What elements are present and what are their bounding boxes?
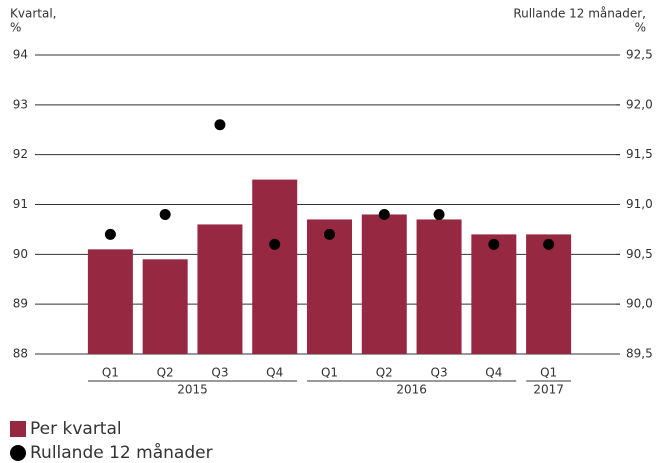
legend-label: Per kvartal bbox=[30, 419, 122, 439]
bar bbox=[471, 234, 517, 354]
dot bbox=[488, 238, 500, 250]
y-tick-label: 89 bbox=[13, 297, 28, 311]
x-tick-label: Q1 bbox=[102, 366, 119, 380]
group-label: 2016 bbox=[396, 383, 427, 397]
y2-tick-label: 90,5 bbox=[626, 247, 653, 261]
legend-swatch bbox=[10, 445, 26, 461]
y-tick-label: 93 bbox=[13, 97, 28, 111]
dot bbox=[433, 208, 445, 220]
y-tick-label: 90 bbox=[13, 247, 28, 261]
y2-tick-label: 92,0 bbox=[626, 97, 653, 111]
y-axis-label: % bbox=[10, 21, 21, 35]
x-tick-label: Q2 bbox=[376, 366, 393, 380]
y-tick-label: 91 bbox=[13, 197, 28, 211]
dot bbox=[214, 119, 226, 131]
x-tick-label: Q2 bbox=[157, 366, 174, 380]
x-tick-label: Q3 bbox=[431, 366, 448, 380]
y2-axis-label: % bbox=[635, 21, 646, 35]
x-tick-label: Q4 bbox=[485, 366, 502, 380]
y2-tick-label: 89,5 bbox=[626, 347, 653, 361]
bar bbox=[252, 179, 298, 354]
x-tick-label: Q4 bbox=[266, 366, 283, 380]
legend-swatch bbox=[10, 421, 26, 437]
y2-axis-label: Rullande 12 månader, bbox=[513, 7, 646, 21]
group-label: 2015 bbox=[177, 383, 208, 397]
y-tick-label: 94 bbox=[13, 48, 28, 62]
bar bbox=[197, 224, 243, 354]
y-axis-label: Kvartal, bbox=[10, 7, 56, 21]
bar bbox=[307, 219, 352, 354]
y2-tick-label: 92,5 bbox=[626, 48, 653, 62]
dot bbox=[159, 208, 171, 220]
x-tick-label: Q1 bbox=[321, 366, 338, 380]
group-label: 2017 bbox=[533, 383, 564, 397]
legend-label: Rullande 12 månader bbox=[30, 442, 213, 463]
bar bbox=[142, 259, 188, 354]
dot bbox=[269, 238, 281, 250]
dot bbox=[543, 238, 555, 250]
y-tick-label: 92 bbox=[13, 147, 28, 161]
y2-tick-label: 91,0 bbox=[626, 197, 653, 211]
dot bbox=[378, 208, 390, 220]
y2-tick-label: 91,5 bbox=[626, 147, 653, 161]
x-tick-label: Q3 bbox=[211, 366, 228, 380]
x-tick-label: Q1 bbox=[540, 366, 557, 380]
y2-tick-label: 90,0 bbox=[626, 297, 653, 311]
bar bbox=[87, 249, 133, 354]
dot bbox=[104, 228, 116, 240]
bar bbox=[526, 234, 572, 354]
bar bbox=[416, 219, 462, 354]
bar bbox=[361, 214, 407, 354]
y-tick-label: 88 bbox=[13, 347, 28, 361]
dot bbox=[324, 228, 335, 240]
